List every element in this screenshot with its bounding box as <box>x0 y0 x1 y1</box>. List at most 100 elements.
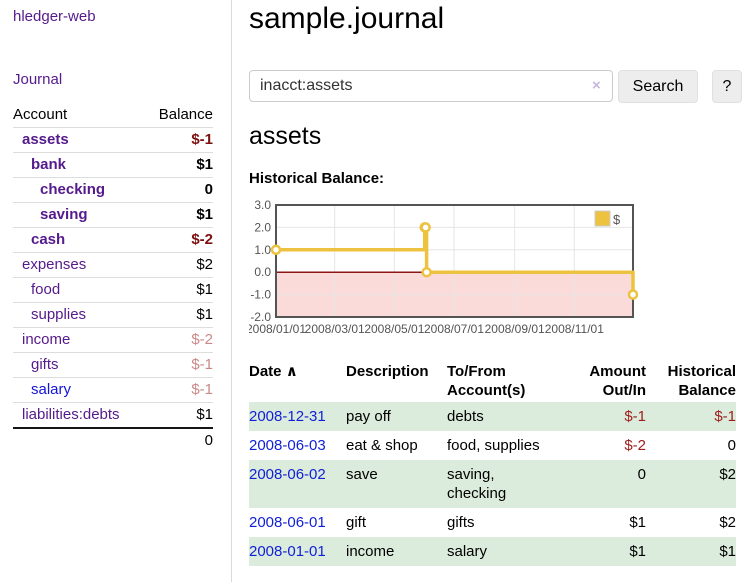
sidebar-item-journal[interactable]: Journal <box>13 71 63 88</box>
transaction-amount-cell: 0 <box>569 460 646 508</box>
account-row: liabilities:debts $1 <box>13 402 213 428</box>
account-balance: $2 <box>145 252 213 278</box>
transaction-date-link[interactable]: 2008-06-01 <box>249 514 326 531</box>
accounts-total-row: 0 <box>13 427 213 453</box>
accounts-table-body: assets $-1 bank $1 checking 0 saving $1 cash $-2 e… <box>13 127 213 428</box>
account-link[interactable]: saving <box>40 206 88 223</box>
account-row: bank $1 <box>13 152 213 178</box>
account-link[interactable]: food <box>31 281 61 298</box>
account-link[interactable]: cash <box>31 231 66 248</box>
transaction-balance-cell: $-1 <box>646 402 736 431</box>
account-link[interactable]: expenses <box>22 256 87 273</box>
account-link[interactable]: checking <box>40 181 106 198</box>
accounts-table: Account Balance assets $-1 bank $1 checking 0… <box>13 103 213 453</box>
transaction-account-cell: gifts <box>447 514 475 531</box>
x-tick-label: 2008/07/01 <box>424 322 484 336</box>
transaction-date-cell: 2008-06-03 <box>249 431 346 460</box>
page-title: sample.journal <box>249 2 445 35</box>
account-row: saving $1 <box>13 202 213 228</box>
register-header-balance: Historical Balance <box>667 363 736 399</box>
account-balance: 0 <box>145 177 213 203</box>
transaction-account-cell: debts <box>447 402 569 431</box>
data-point-marker <box>420 222 431 233</box>
clear-search-icon[interactable]: × <box>592 77 601 94</box>
transaction-description-cell: pay off <box>346 402 447 431</box>
transaction-description-cell: gift <box>346 514 367 531</box>
transaction-date-link[interactable]: 2008-06-02 <box>249 466 326 483</box>
account-row: expenses $2 <box>13 252 213 278</box>
account-link[interactable]: gifts <box>31 356 59 373</box>
transaction-date-link[interactable]: 2008-06-03 <box>249 437 326 454</box>
transaction-date-link[interactable]: 2008-12-31 <box>249 408 326 425</box>
sidebar: hledger-web Journal Account Balance asse… <box>0 0 232 582</box>
transaction-description-cell: save <box>346 460 447 508</box>
transaction-row: 2008-06-01 gift gifts $1 $2 <box>249 508 736 537</box>
register-table: Date ∧ Description To/From Account(s) Am… <box>249 360 736 566</box>
app-brand-link[interactable]: hledger-web <box>13 8 96 25</box>
transaction-row: 2008-06-03 eat & shop food, supplies $-2 0 <box>249 431 736 460</box>
chart-container: $3.0 2.0 1.0 0.0 -1.0 -2.0 2008/01/01 2008/03/0… <box>246 198 742 346</box>
account-row: income $-2 <box>13 327 213 353</box>
account-balance: $1 <box>145 302 213 328</box>
register-header-account: To/From Account(s) <box>447 363 526 399</box>
account-balance: $-1 <box>145 377 213 403</box>
account-row: gifts $-1 <box>13 352 213 378</box>
transaction-row: 2008-12-31 pay off debts $-1 $-1 <box>249 402 736 431</box>
search-button[interactable]: Search <box>618 70 698 103</box>
chart-title: Historical Balance: <box>249 170 385 187</box>
data-point-marker <box>421 266 432 278</box>
transaction-balance-cell: $1 <box>646 537 736 566</box>
y-tick-label: -2.0 <box>250 310 271 324</box>
account-link[interactable]: assets <box>22 131 69 148</box>
account-link[interactable]: supplies <box>31 306 87 323</box>
transaction-amount-cell: $-2 <box>624 437 646 454</box>
account-row: assets $-1 <box>13 127 213 153</box>
help-button[interactable]: ? <box>712 70 742 103</box>
register-header-amount: Amount Out/In <box>589 363 646 399</box>
register-header-date[interactable]: Date ∧ <box>249 360 346 402</box>
transaction-amount-cell: $-1 <box>569 402 646 431</box>
transaction-row: 2008-06-02 save saving, checking 0 $2 <box>249 460 736 508</box>
main-content: sample.journal × Search ? assets Histori… <box>246 0 742 582</box>
transaction-date-cell: 2008-06-01 <box>249 508 346 537</box>
x-tick-label: 2008/05/01 <box>364 322 424 336</box>
accounts-header-balance: Balance <box>158 106 213 123</box>
transaction-account-cell: saving, checking <box>447 460 569 508</box>
accounts-header-account: Account <box>13 106 68 123</box>
account-link[interactable]: salary <box>31 381 72 398</box>
sort-ascending-icon: ∧ <box>285 363 298 380</box>
transaction-date-cell: 2008-01-01 <box>249 537 346 566</box>
transaction-date-link[interactable]: 2008-01-01 <box>249 543 326 560</box>
transaction-account-cell: salary <box>447 537 569 566</box>
account-link[interactable]: bank <box>31 156 67 173</box>
x-tick-label: 2008/03/01 <box>305 322 365 336</box>
account-balance: $-2 <box>145 327 213 353</box>
account-row: supplies $1 <box>13 302 213 328</box>
legend-label: $ <box>613 212 621 227</box>
register-header-date-label: Date <box>249 363 282 380</box>
account-heading: assets <box>249 122 322 150</box>
account-balance: $-2 <box>145 227 213 253</box>
register-table-body: 2008-12-31 pay off debts $-1 $-1 2008-06-03 ea… <box>249 402 736 566</box>
y-tick-label: 3.0 <box>254 198 271 212</box>
account-balance: $1 <box>145 402 213 428</box>
x-tick-label: 2008/01/01 <box>249 322 306 336</box>
register-header-description: Description <box>346 363 429 380</box>
data-point-marker <box>270 244 282 256</box>
account-link[interactable]: liabilities:debts <box>22 406 120 423</box>
y-tick-label: 1.0 <box>254 243 271 257</box>
y-tick-label: 0.0 <box>254 265 271 279</box>
account-row: checking 0 <box>13 177 213 203</box>
transaction-account-cell: food, supplies <box>447 437 540 454</box>
transaction-row: 2008-01-01 income salary $1 $1 <box>249 537 736 566</box>
account-balance: $1 <box>145 277 213 303</box>
search-input[interactable] <box>249 70 613 102</box>
plot-border <box>275 204 634 318</box>
accounts-total-spacer <box>13 427 146 453</box>
x-tick-label: 2008/09/01 <box>485 322 545 336</box>
account-link[interactable]: income <box>22 331 71 348</box>
y-tick-label: 2.0 <box>254 220 271 234</box>
accounts-total-value: 0 <box>145 427 213 453</box>
balance-chart: $3.0 2.0 1.0 0.0 -1.0 -2.02008/01/012008/03/0… <box>246 198 639 336</box>
search-form: × Search ? <box>249 70 742 103</box>
